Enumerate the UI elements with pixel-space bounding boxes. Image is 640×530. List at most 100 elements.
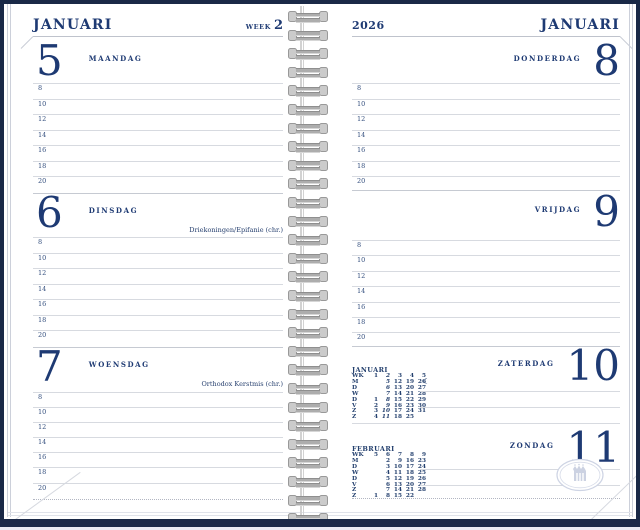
hour-line: 12 xyxy=(33,422,283,437)
mini-calendar-title: FEBRUARI xyxy=(352,445,395,453)
right-page-header: 2026 JANUARI xyxy=(352,17,620,33)
writing-line xyxy=(420,391,620,392)
hour-line: 14 xyxy=(352,286,620,301)
spiral-coil xyxy=(288,364,328,376)
day-header-monday: 5 MAANDAG xyxy=(33,36,143,85)
mini-calendar-row: W 7 14 21 28 xyxy=(352,390,426,397)
page-stack-edge xyxy=(629,4,630,517)
hour-grid-monday: 8 10 12 14 16 18 20 xyxy=(33,83,283,192)
hour-line: 18 xyxy=(33,467,283,482)
holiday-label: Driekoningen/Epifanie (chr.) xyxy=(189,226,283,234)
week-indicator: WEEK 2 xyxy=(246,18,283,33)
spiral-coil xyxy=(288,11,328,23)
day-number: 7 xyxy=(36,342,63,391)
left-page: JANUARI WEEK 2 5 MAANDAG 8 10 12 14 16 18 20 6… xyxy=(20,0,300,530)
day-number: 8 xyxy=(593,36,620,85)
spiral-coil xyxy=(288,494,328,507)
day-number: 9 xyxy=(593,187,620,236)
mini-calendar-row: WK 5 6 7 8 9 xyxy=(352,452,426,458)
hour-line: 16 xyxy=(352,301,620,317)
day-name: DONDERDAG xyxy=(513,54,582,63)
day-name: ZONDAG xyxy=(509,441,555,450)
hour-line: 20 xyxy=(33,482,283,498)
week-number: 2 xyxy=(273,18,283,33)
spiral-coil xyxy=(288,66,328,79)
hour-line: 12 xyxy=(33,114,283,130)
month-title: JANUARI xyxy=(33,17,113,33)
hour-line: 8 xyxy=(33,83,283,99)
mini-calendar-title: JANUARI xyxy=(352,366,388,374)
day-name: DINSDAG xyxy=(88,206,139,215)
hour-line: 20 xyxy=(33,330,283,346)
hour-line: 16 xyxy=(33,299,283,315)
day-number: 6 xyxy=(36,188,63,237)
spiral-coil xyxy=(288,85,328,97)
writing-line xyxy=(352,423,620,424)
mini-calendar-row: Z 4 11 18 25 xyxy=(352,414,414,421)
spiral-coil xyxy=(288,271,328,283)
spiral-coil xyxy=(288,252,328,265)
day-header-wednesday: 7 WOENSDAG xyxy=(33,342,150,391)
spiral-coil xyxy=(288,178,328,190)
hour-line: 8 xyxy=(352,240,620,255)
hour-grid-wednesday: 8 10 12 14 16 18 20 xyxy=(33,392,283,498)
hour-line: 18 xyxy=(33,160,283,177)
hour-line: 20 xyxy=(352,332,620,347)
page-stack-edge xyxy=(8,512,632,513)
hour-line: 20 xyxy=(33,176,283,192)
spiral-coil xyxy=(288,438,328,451)
page-bottom-dotted-rule xyxy=(352,498,620,499)
castle-crown-icon xyxy=(573,463,586,481)
mini-calendar-row: D 1 8 15 22 29 xyxy=(352,396,426,403)
spiral-coil xyxy=(288,383,328,395)
mini-calendar-row: W 4 11 18 25 xyxy=(352,469,426,476)
header-corner-slash xyxy=(20,36,34,49)
day-name: VRIJDAG xyxy=(534,205,582,214)
header-rule xyxy=(352,36,620,37)
hour-line: 10 xyxy=(33,407,283,422)
header-rule xyxy=(33,36,283,37)
spiral-binding xyxy=(284,0,332,527)
spiral-coil xyxy=(288,401,328,414)
day-divider xyxy=(33,193,283,194)
right-page: 2026 JANUARI DONDERDAG 8 8 10 12 14 16 18 20 V… xyxy=(330,0,633,530)
day-header-tuesday: 6 DINSDAG xyxy=(33,188,139,237)
left-page-header: JANUARI WEEK 2 xyxy=(33,17,283,33)
day-name: WOENSDAG xyxy=(88,360,150,369)
hour-line: 20 xyxy=(352,176,620,192)
spiral-coil xyxy=(288,215,328,228)
spiral-coil xyxy=(288,457,328,469)
hour-line: 18 xyxy=(33,314,283,331)
day-number: 5 xyxy=(36,36,63,85)
day-name: MAANDAG xyxy=(88,54,143,63)
writing-line xyxy=(420,407,620,408)
hour-line: 14 xyxy=(352,129,620,146)
spiral-coil xyxy=(288,234,328,246)
hour-line: 14 xyxy=(33,437,283,452)
writing-line xyxy=(420,485,620,486)
spiral-coil xyxy=(288,308,328,321)
month-title: JANUARI xyxy=(540,17,620,33)
spiral-coil xyxy=(288,29,328,42)
mini-calendar-row: M 2 9 16 23 xyxy=(352,457,426,464)
hour-line: 10 xyxy=(352,255,620,270)
week-label: WEEK xyxy=(245,23,271,31)
page-stack-edge xyxy=(10,4,11,517)
page-stack-edge xyxy=(7,4,8,517)
day-header-friday: VRIJDAG 9 xyxy=(352,187,620,236)
hour-line: 14 xyxy=(33,129,283,146)
hour-line: 18 xyxy=(352,160,620,177)
brand-watermark-logo xyxy=(556,458,604,492)
year-label: 2026 xyxy=(352,19,385,32)
hour-line: 10 xyxy=(352,98,620,115)
day-header-thursday: DONDERDAG 8 xyxy=(352,36,620,85)
spiral-coil xyxy=(288,122,328,135)
spiral-coil xyxy=(288,290,328,302)
mini-calendar-row: D 3 10 17 24 xyxy=(352,463,426,470)
holiday-label: Orthodox Kerstmis (chr.) xyxy=(201,380,283,388)
hour-line: 18 xyxy=(352,316,620,332)
mini-calendar-row: WK 1 2 3 4 5 xyxy=(352,373,426,379)
mini-calendar-february: FEBRUARI WK 5 6 7 8 9 M 2 9 16 23 D 3 10 17 24 W 4 11 18 25 D 5… xyxy=(352,446,426,500)
hour-line: 8 xyxy=(33,392,283,407)
